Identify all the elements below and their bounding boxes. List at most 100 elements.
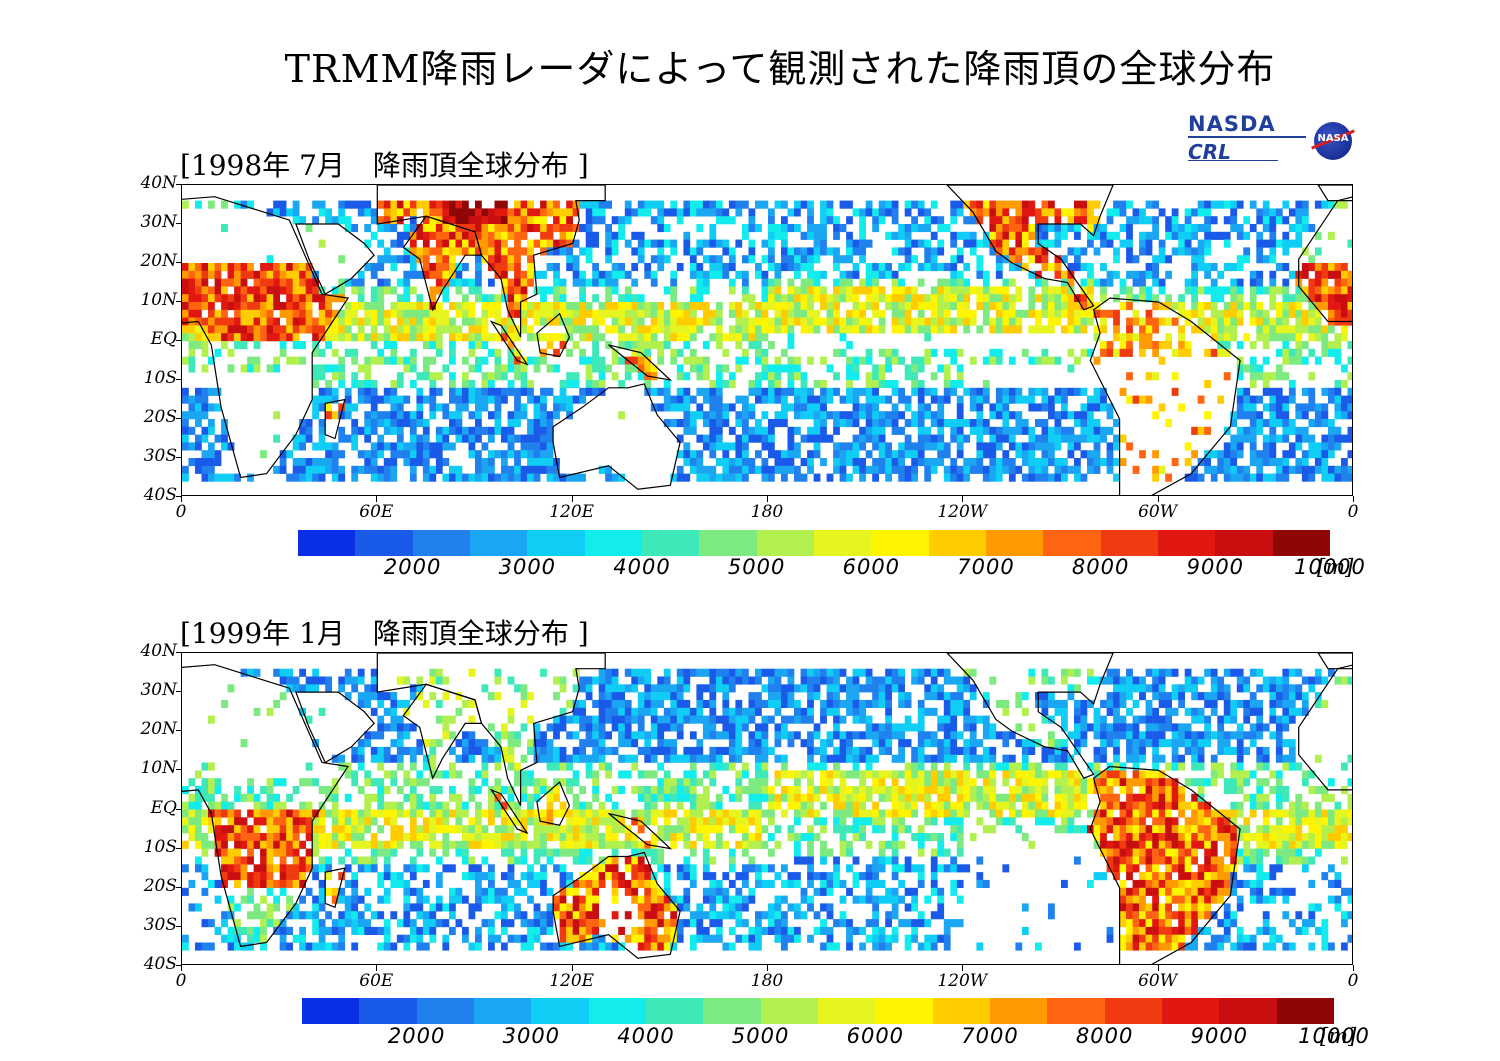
rain-pixel (475, 286, 482, 295)
rain-pixel (761, 239, 769, 248)
rain-pixel (846, 450, 853, 459)
rain-pixel (618, 309, 625, 318)
rain-pixel (240, 286, 248, 295)
rain-pixel (585, 364, 593, 373)
rain-pixel (435, 239, 443, 248)
rain-pixel (501, 754, 508, 763)
rain-pixel (357, 895, 365, 904)
rain-pixel (644, 380, 652, 389)
rain-pixel (611, 356, 619, 365)
rain-pixel (800, 395, 808, 404)
rain-pixel (1295, 239, 1303, 248)
rain-pixel (820, 286, 827, 295)
colorbar-cell (813, 530, 872, 556)
rain-pixel (338, 817, 346, 826)
rain-pixel (624, 216, 632, 225)
rain-pixel (624, 364, 632, 373)
rain-pixel (299, 707, 306, 716)
rain-pixel (475, 746, 482, 755)
rain-pixel (201, 786, 209, 795)
rain-pixel (891, 411, 899, 420)
rain-pixel (1054, 224, 1062, 233)
rain-pixel (540, 668, 547, 677)
rain-pixel (781, 325, 788, 334)
rain-pixel (416, 825, 424, 834)
rain-pixel (624, 270, 632, 279)
rain-pixel (670, 200, 678, 209)
rain-pixel (839, 286, 847, 295)
rain-pixel (390, 341, 398, 350)
rain-pixel (572, 302, 580, 311)
rain-pixel (527, 801, 534, 810)
rain-pixel (1275, 419, 1283, 428)
rain-pixel (1210, 231, 1218, 240)
rain-pixel (1334, 395, 1342, 404)
rain-pixel (715, 270, 723, 279)
rain-pixel (1106, 458, 1114, 467)
rain-pixel (364, 450, 372, 459)
rain-pixel (898, 473, 905, 482)
rain-pixel (852, 239, 860, 248)
rain-pixel (572, 856, 580, 865)
rain-pixel (299, 263, 306, 272)
rain-pixel (898, 317, 905, 326)
rain-pixel (253, 302, 261, 311)
rain-pixel (520, 294, 528, 303)
rain-pixel (592, 341, 599, 350)
rain-pixel (260, 934, 267, 943)
rain-pixel (442, 270, 450, 279)
rain-pixel (422, 364, 430, 373)
rain-pixel (370, 778, 378, 787)
rain-pixel (514, 224, 521, 233)
rain-pixel (442, 403, 450, 412)
rain-pixel (794, 302, 801, 311)
rain-pixel (598, 364, 606, 373)
rain-pixel (540, 286, 547, 295)
rain-pixel (227, 364, 235, 373)
rain-pixel (201, 450, 209, 459)
rain-pixel (351, 778, 359, 787)
rain-pixel (351, 809, 359, 818)
rain-pixel (839, 270, 847, 279)
rain-pixel (943, 419, 951, 428)
rain-pixel (794, 270, 801, 279)
rain-pixel (572, 684, 580, 693)
rain-pixel (702, 473, 710, 482)
rain-pixel (852, 325, 860, 334)
rain-pixel (683, 442, 691, 451)
rain-pixel (1113, 255, 1120, 264)
rain-pixel (1061, 434, 1068, 443)
rain-pixel (279, 817, 287, 826)
rain-pixel (676, 309, 684, 318)
rain-pixel (429, 395, 437, 404)
rain-pixel (950, 356, 958, 365)
rain-pixel (292, 817, 300, 826)
rain-pixel (1275, 372, 1283, 381)
rain-pixel (1087, 263, 1094, 272)
rain-pixel (592, 231, 599, 240)
rain-pixel (813, 270, 821, 279)
rain-pixel (409, 309, 417, 318)
rain-pixel (1041, 348, 1049, 357)
rain-pixel (950, 325, 958, 334)
rain-pixel (234, 286, 241, 295)
rain-pixel (1074, 317, 1081, 326)
rain-pixel (982, 465, 990, 474)
rain-pixel (273, 333, 280, 342)
rain-pixel (318, 395, 326, 404)
rain-pixel (390, 325, 398, 334)
rain-pixel (344, 325, 352, 334)
rain-pixel (1341, 473, 1348, 482)
rain-pixel (950, 465, 958, 474)
rain-pixel (1275, 387, 1283, 396)
rain-pixel (455, 825, 463, 834)
rain-pixel (1275, 239, 1283, 248)
rain-pixel (344, 668, 352, 677)
rain-pixel (227, 278, 235, 287)
rain-pixel (1008, 200, 1016, 209)
rain-pixel (1223, 341, 1231, 350)
rain-pixel (240, 278, 248, 287)
rain-pixel (279, 872, 287, 881)
rain-pixel (553, 286, 560, 295)
rain-pixel (956, 411, 964, 420)
